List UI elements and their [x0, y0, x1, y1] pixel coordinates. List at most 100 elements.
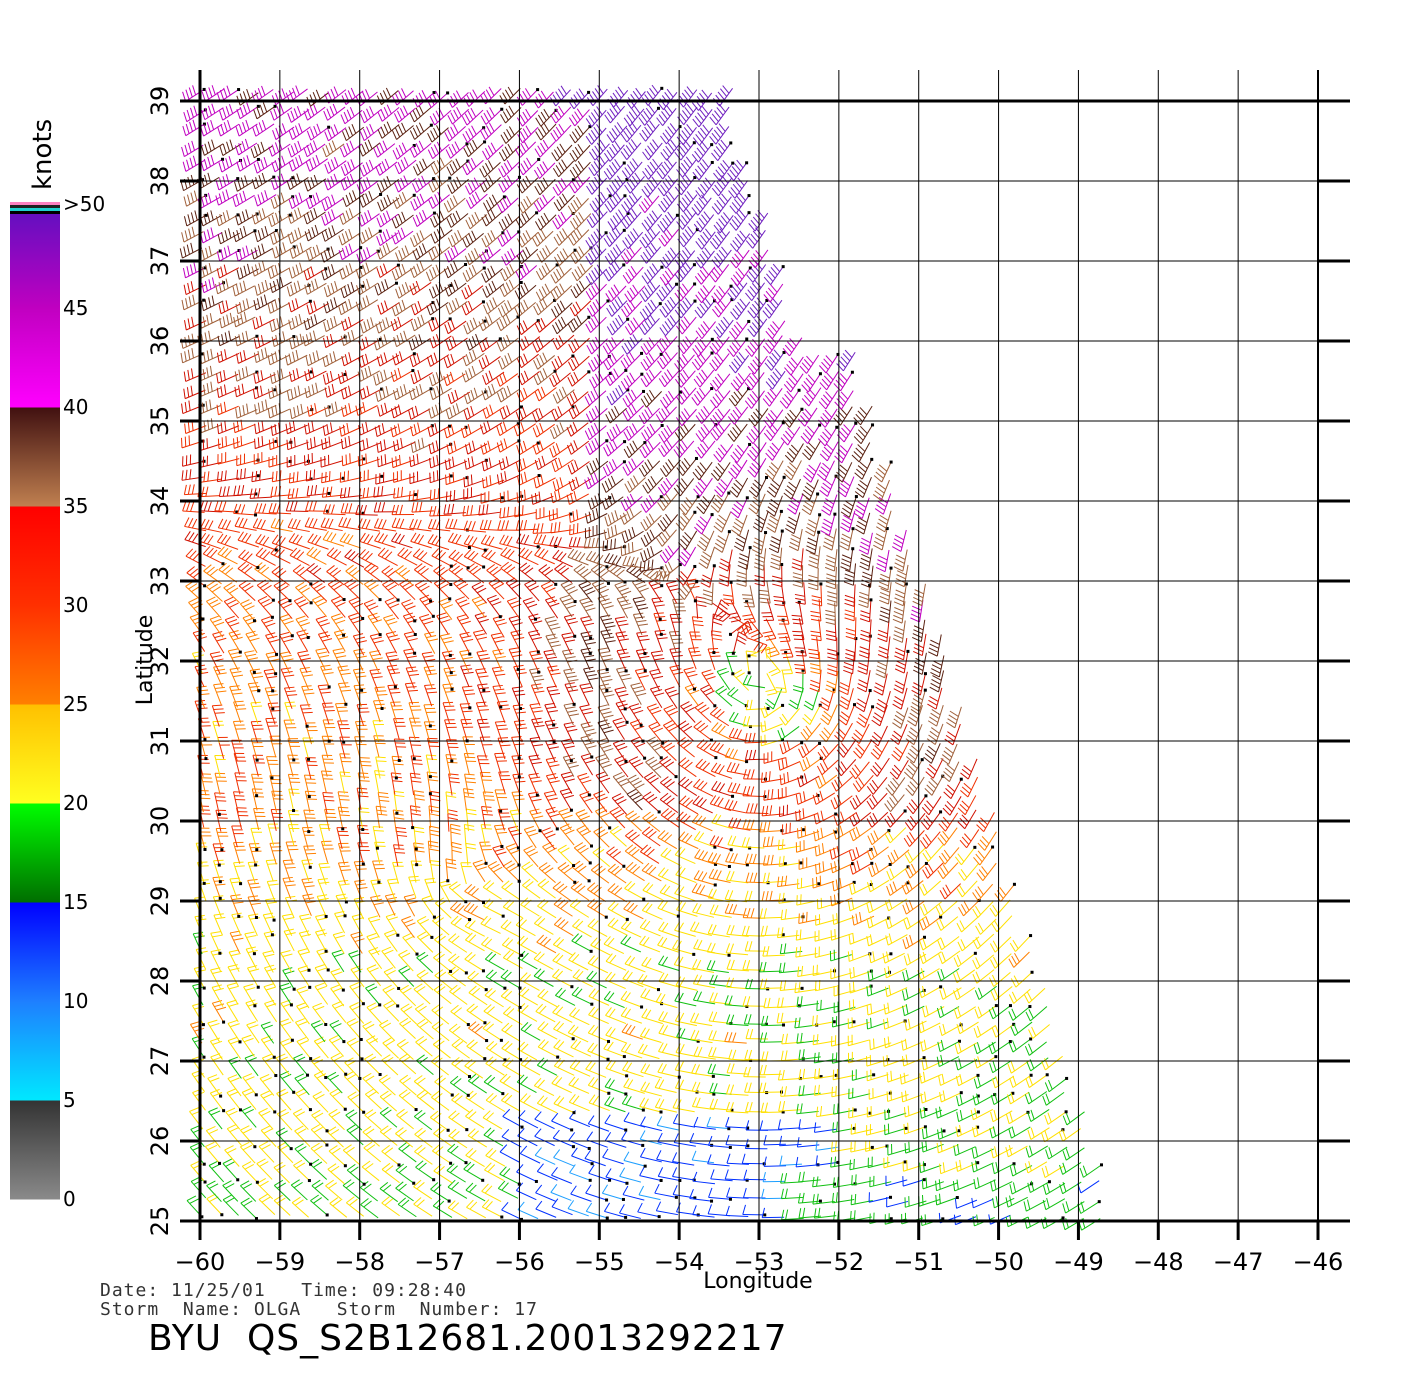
wind-barb	[482, 1021, 502, 1041]
wind-barb	[708, 1030, 731, 1043]
rain-flag-dot	[781, 703, 785, 707]
wind-barb	[760, 734, 783, 747]
wind-barb	[884, 966, 907, 979]
wind-barb	[840, 548, 854, 571]
rain-flag-dot	[236, 1178, 240, 1182]
wind-barb	[279, 1018, 293, 1041]
wind-barb	[297, 948, 310, 971]
wind-barb	[566, 422, 589, 437]
wind-barb	[620, 351, 642, 370]
wind-barb	[559, 594, 577, 618]
wind-barb	[690, 1029, 713, 1044]
wind-barb	[345, 1109, 363, 1131]
wind-barb	[640, 529, 663, 547]
rain-flag-dot	[360, 1057, 364, 1061]
rain-flag-dot	[832, 1020, 836, 1024]
wind-barb	[742, 1204, 765, 1216]
wind-barb	[455, 596, 470, 619]
x-tick-label: −60	[175, 1248, 226, 1276]
wind-barb	[834, 722, 853, 743]
wind-barb	[694, 701, 712, 723]
wind-barb	[303, 140, 326, 158]
wind-barb	[387, 878, 399, 901]
wind-barb	[423, 684, 438, 707]
wind-barb	[567, 460, 590, 475]
wind-barb	[762, 946, 785, 957]
wind-barb	[550, 283, 573, 301]
wind-barb	[607, 917, 628, 936]
wind-barb	[533, 297, 555, 316]
wind-barb	[402, 612, 418, 635]
wind-barb	[264, 964, 277, 988]
rain-flag-dot	[308, 299, 312, 303]
rain-flag-dot	[255, 794, 259, 798]
rain-flag-dot	[818, 513, 822, 517]
rain-flag-dot	[534, 1179, 538, 1183]
wind-barb	[891, 741, 910, 762]
wind-barb	[359, 385, 382, 400]
rain-flag-dot	[464, 1161, 468, 1165]
wind-barb	[210, 1053, 224, 1076]
wind-barb	[585, 550, 608, 568]
wind-barb	[903, 830, 925, 847]
wind-barb	[423, 665, 437, 689]
rain-flag-dot	[994, 1004, 998, 1008]
wind-barb	[831, 1052, 855, 1064]
rain-flag-dot	[658, 617, 662, 621]
wind-barb	[515, 262, 538, 281]
wind-barb	[577, 772, 592, 796]
wind-barb	[569, 1164, 591, 1181]
wind-barb	[602, 352, 625, 371]
wind-barb	[936, 1141, 959, 1154]
wind-barb	[445, 141, 468, 159]
wind-barb	[254, 436, 277, 450]
rain-flag-dot	[341, 988, 345, 992]
rain-flag-dot	[518, 986, 522, 990]
wind-barb	[866, 1017, 889, 1030]
rain-flag-dot	[570, 1128, 574, 1132]
wind-barb	[295, 1018, 310, 1041]
rain-flag-dot	[748, 546, 752, 550]
wind-barb	[691, 141, 713, 163]
rain-flag-dot	[924, 794, 928, 798]
wind-barb	[742, 996, 766, 1007]
colorbar-band	[10, 605, 60, 705]
wind-barb	[742, 674, 766, 689]
y-tick-label: 34	[146, 486, 174, 517]
wind-barb	[586, 336, 608, 355]
wind-barb	[378, 1074, 396, 1096]
wind-barb	[1045, 1146, 1068, 1160]
wind-barb	[877, 619, 890, 643]
wind-barb	[536, 1057, 558, 1076]
wind-barb	[990, 1179, 1013, 1192]
wind-barb	[364, 1109, 382, 1131]
wind-barb	[803, 462, 822, 483]
wind-barb	[513, 664, 527, 688]
wind-barb	[304, 367, 327, 382]
rain-flag-dot	[922, 1056, 926, 1060]
wind-barb	[990, 986, 1013, 1001]
wind-barb	[224, 1145, 240, 1167]
wind-barb	[724, 747, 747, 763]
wind-barb	[624, 172, 645, 194]
wind-barb	[559, 823, 575, 846]
rain-flag-dot	[659, 352, 663, 356]
wind-barb	[642, 811, 661, 833]
wind-barb	[413, 826, 425, 850]
wind-barb	[936, 1005, 960, 1019]
rain-flag-dot	[274, 548, 278, 552]
wind-barb	[463, 317, 486, 335]
rain-flag-dot	[519, 281, 523, 285]
wind-barb	[279, 1038, 295, 1061]
wind-barb	[674, 921, 696, 937]
wind-barb	[607, 901, 628, 920]
wind-barb	[251, 788, 265, 811]
wind-barb	[520, 1056, 541, 1076]
rain-flag-dot	[606, 581, 610, 585]
rain-flag-dot	[727, 953, 731, 957]
wind-barb	[247, 913, 260, 936]
wind-barb	[820, 514, 836, 536]
wind-barb	[632, 596, 649, 619]
rain-flag-dot	[674, 1195, 678, 1199]
wind-barb	[327, 1126, 344, 1148]
